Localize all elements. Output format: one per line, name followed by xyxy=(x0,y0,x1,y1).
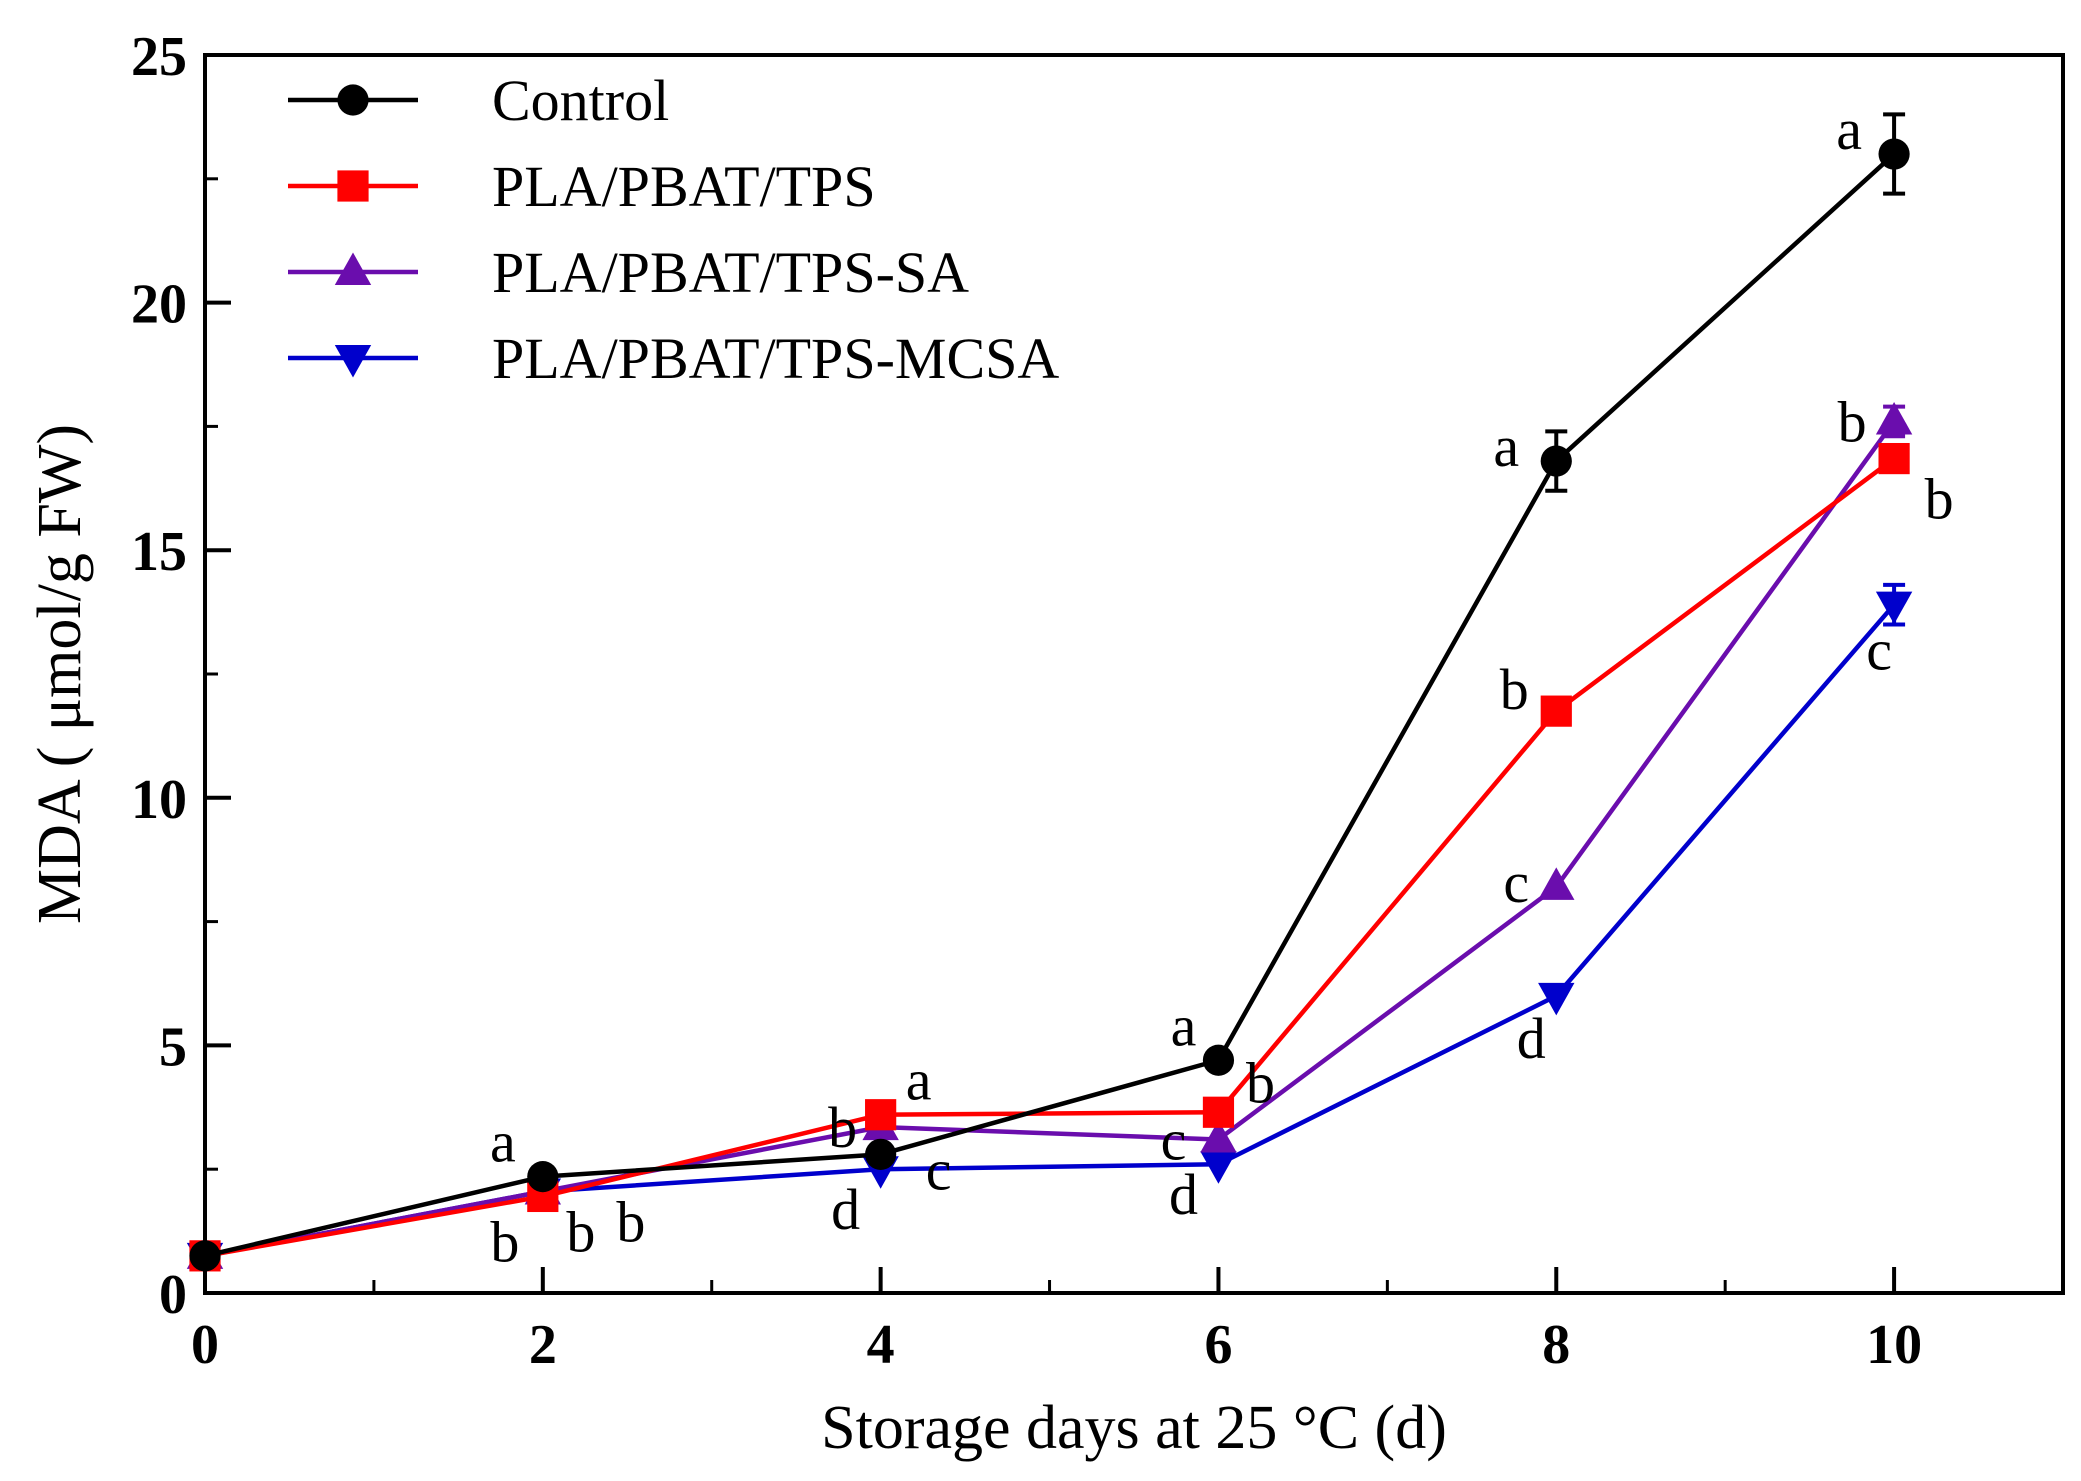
data-point xyxy=(1540,695,1572,727)
y-tick-label: 5 xyxy=(159,1016,187,1078)
x-tick-label: 4 xyxy=(867,1314,895,1376)
data-point xyxy=(1540,445,1572,477)
legend-label: PLA/PBAT/TPS-SA xyxy=(492,240,969,305)
y-tick-label: 15 xyxy=(131,521,187,583)
series-line xyxy=(204,420,1896,1259)
legend-marker xyxy=(337,84,369,116)
data-point xyxy=(1202,1044,1235,1076)
y-axis-title: MDA ( μmol/g FW) xyxy=(26,424,94,924)
legend-marker xyxy=(334,252,372,285)
significance-letter: a xyxy=(906,1048,932,1113)
significance-letter: d xyxy=(831,1177,860,1242)
y-tick-label: 20 xyxy=(131,274,187,336)
significance-letter: b xyxy=(1838,389,1867,454)
data-point xyxy=(865,1138,897,1170)
significance-letter: b xyxy=(616,1189,645,1254)
data-point xyxy=(1200,1119,1237,1153)
legend-item: PLA/PBAT/TPS-SA xyxy=(288,240,969,305)
x-tick-label: 8 xyxy=(1542,1314,1570,1376)
significance-letter: b xyxy=(566,1199,595,1264)
legend-label: PLA/PBAT/TPS-MCSA xyxy=(492,326,1059,391)
significance-letter: a xyxy=(1171,993,1197,1058)
y-tick-label: 10 xyxy=(131,769,187,831)
legend-marker xyxy=(334,345,372,378)
y-tick-label: 25 xyxy=(131,26,187,88)
data-point xyxy=(1875,591,1913,625)
significance-letter: c xyxy=(1866,618,1892,683)
significance-letter: d xyxy=(1169,1162,1198,1227)
data-point xyxy=(1878,138,1910,170)
data-point xyxy=(1875,401,1913,435)
legend-item: Control xyxy=(288,68,669,133)
x-tick-label: 6 xyxy=(1204,1314,1232,1376)
significance-letter: c xyxy=(1161,1107,1187,1172)
data-point xyxy=(527,1161,559,1193)
significance-letter: c xyxy=(1503,850,1529,915)
significance-letter: a xyxy=(1836,97,1862,162)
axes-layer: 0 2 4 6 8 10 0 5 10 15 20 25 xyxy=(131,26,2065,1376)
legend-item: PLA/PBAT/TPS xyxy=(288,154,876,219)
series-0 xyxy=(189,112,1910,1272)
significance-letter: d xyxy=(1517,1006,1546,1071)
legend: Control PLA/PBAT/TPS PLA/PBAT/TPS-SA PLA/PB… xyxy=(288,68,1059,391)
y-tick-label: 0 xyxy=(159,1264,187,1326)
significance-letter: a xyxy=(490,1110,516,1175)
legend-item: PLA/PBAT/TPS-MCSA xyxy=(288,326,1059,391)
data-point xyxy=(1202,1096,1235,1128)
x-tick-label: 2 xyxy=(529,1314,557,1376)
data-point xyxy=(1538,867,1575,900)
significance-letter: b xyxy=(1246,1050,1275,1115)
significance-letter: b xyxy=(490,1209,519,1274)
data-point xyxy=(1878,442,1910,475)
data-point xyxy=(865,1099,897,1131)
x-axis-title: Storage days at 25 °C (d) xyxy=(821,1394,1447,1462)
data-point xyxy=(1200,1151,1237,1184)
legend-label: PLA/PBAT/TPS xyxy=(492,154,876,219)
significance-letter: a xyxy=(1493,414,1519,479)
series-line xyxy=(204,456,1896,1259)
significance-letter: b xyxy=(1500,657,1529,722)
significance-letter: b xyxy=(1925,467,1954,532)
x-tick-label: 0 xyxy=(191,1314,219,1376)
legend-marker xyxy=(337,170,369,202)
significance-letter: c xyxy=(926,1137,952,1202)
series-line xyxy=(204,152,1896,1259)
legend-label: Control xyxy=(492,68,669,133)
x-tick-label: 10 xyxy=(1866,1314,1922,1376)
significance-letter: b xyxy=(828,1095,857,1160)
data-point xyxy=(1538,982,1575,1016)
